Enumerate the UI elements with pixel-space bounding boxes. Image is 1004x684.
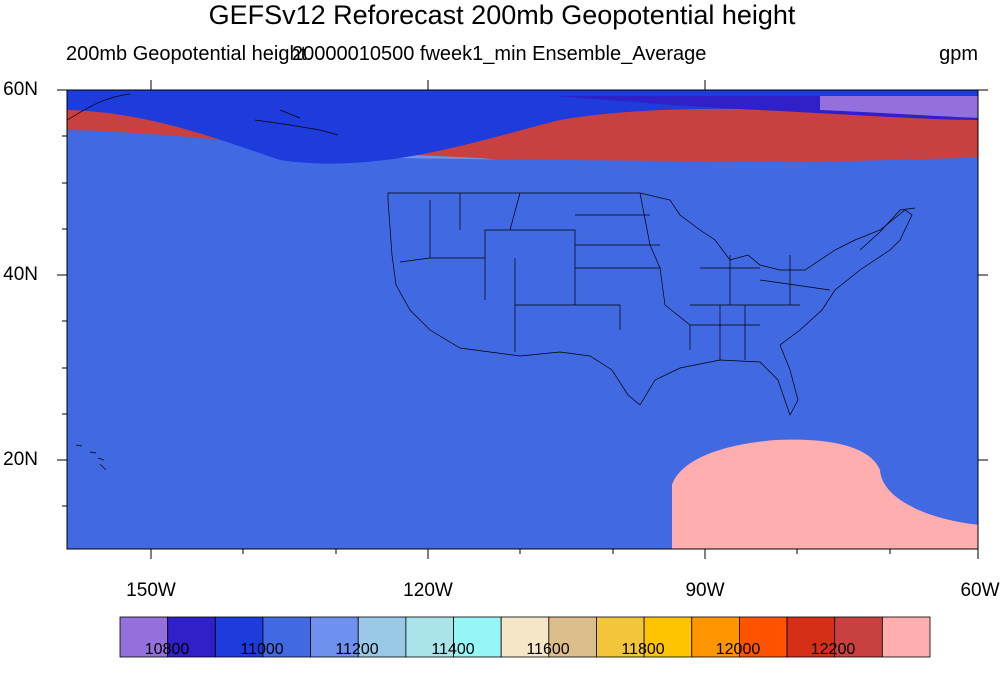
colorbar-swatch: [500, 616, 550, 658]
axis-ticks: [57, 80, 988, 559]
colorbar-swatch: [596, 616, 645, 658]
run-info-label: 20000010500 fweek1_min Ensemble_Average: [292, 43, 707, 65]
colorbar-label: 12000: [715, 641, 761, 658]
colorbar: [119, 616, 931, 658]
boundaries: [66, 93, 916, 471]
plot-title: GEFSv12 Reforecast 200mb Geopotential he…: [208, 0, 796, 30]
colorbar-label: 11800: [621, 641, 665, 658]
colorbar-swatch: [691, 616, 740, 658]
colorbar-swatch: [167, 616, 216, 658]
map-frame: [66, 89, 979, 550]
colorbar-swatch: [548, 616, 597, 658]
lon-label-150w: 150W: [126, 580, 176, 601]
colorbar-swatch: [739, 616, 788, 658]
colorbar-swatch: [786, 616, 836, 658]
lat-label-20n: 20N: [3, 449, 38, 470]
colorbar-swatch: [881, 616, 931, 658]
colorbar-label: 11600: [526, 641, 570, 658]
hawaii: [75, 444, 107, 471]
units-label: gpm: [939, 43, 978, 65]
colorbar-swatch: [119, 616, 169, 658]
colorbar-label: 12200: [810, 641, 856, 658]
colorbar-swatch: [262, 616, 311, 658]
band-12250: [672, 439, 978, 549]
colorbar-swatch: [405, 616, 454, 658]
colorbar-label: 11200: [335, 641, 379, 658]
colorbar-swatch: [310, 616, 359, 658]
colorbar-label: 11000: [240, 641, 284, 658]
north-edge: [67, 90, 978, 96]
lon-label-90w: 90W: [685, 580, 725, 601]
canada-coast: [66, 93, 916, 251]
colorbar-label: 11400: [431, 641, 475, 658]
height-field: [67, 90, 978, 549]
lon-label-60w: 60W: [960, 580, 1000, 601]
lon-label-120w: 120W: [403, 580, 453, 601]
colorbar-swatch: [357, 616, 407, 658]
lat-label-40n: 40N: [3, 264, 38, 285]
lat-label-60n: 60N: [3, 79, 38, 100]
variable-label: 200mb Geopotential height: [66, 43, 307, 65]
colorbar-swatch: [453, 616, 502, 658]
state-lines: [399, 192, 831, 360]
colorbar-label: 10800: [144, 641, 190, 658]
band-10800: [820, 90, 978, 118]
us-outline: [387, 192, 913, 416]
